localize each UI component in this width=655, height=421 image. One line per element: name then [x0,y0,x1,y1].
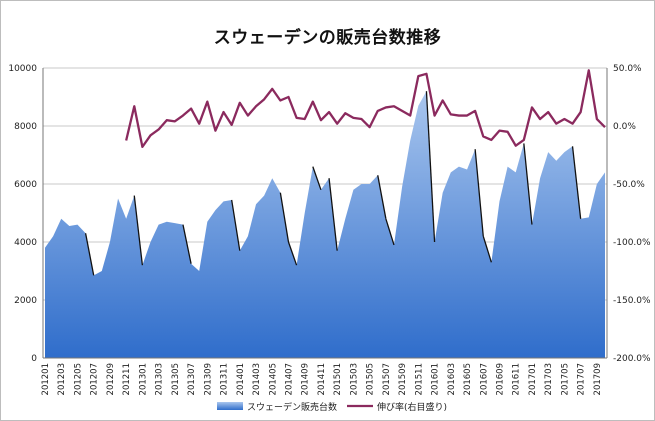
y-right-tick-label: -100.0% [613,238,651,248]
line-series-growth [125,69,606,149]
x-tick-label: 201307 [187,363,197,395]
x-tick-label: 201309 [203,363,213,395]
x-tick-label: 201405 [268,363,278,395]
x-tick-label: 201609 [495,363,505,395]
x-tick-label: 201507 [382,363,392,395]
area-drop-edge [231,199,241,251]
legend-swatch-sales [217,402,243,410]
y-left-tick-label: 10000 [8,64,37,74]
y-left-tick-label: 4000 [14,238,37,248]
area-drop-edge [287,241,298,266]
y-left-tick-label: 8000 [14,122,37,132]
y-right-tick-label: -150.0% [613,296,651,306]
area-drop-edge [474,149,484,237]
chart-title: スウェーデンの販売台数推移 [213,28,442,48]
x-tick-label: 201607 [479,363,489,395]
x-tick-label: 201203 [57,363,67,395]
area-drop-edge [385,218,395,246]
x-tick-label: 201205 [73,363,83,395]
area-drop-edge [523,143,533,225]
x-tick-label: 201211 [122,363,132,395]
x-tick-label: 201303 [155,363,165,395]
x-tick-label: 201505 [366,363,376,395]
x-tick-label: 201409 [301,363,311,395]
x-tick-label: 201605 [463,363,473,395]
area-drop-edge [133,195,144,266]
x-tick-label: 201709 [593,363,603,395]
x-tick-label: 201403 [252,363,262,395]
area-drop-edge [312,166,322,191]
area-series-sales [45,91,605,358]
x-tick-label: 201301 [138,363,148,395]
x-tick-label: 201401 [236,363,246,395]
x-tick-label: 201411 [317,363,327,395]
x-tick-label: 201407 [284,363,294,395]
x-tick-label: 201601 [431,363,441,395]
area-drop-edge [425,91,436,243]
y-left-tick-label: 2000 [14,296,37,306]
area-drop-edge [182,224,192,264]
x-tick-label: 201707 [577,363,587,395]
y-left-tick-label: 0 [31,354,37,364]
x-tick-label: 201501 [333,363,343,395]
y-right-tick-label: 0.0% [613,122,636,132]
x-tick-label: 201305 [171,363,181,395]
y-right-tick-label: -50.0% [613,180,645,190]
area-drop-edge [328,178,338,251]
y-right-tick-label: -200.0% [613,354,651,364]
area-drop-edge [571,146,582,219]
legend-label-growth: 伸び率(右目盛り) [377,401,447,413]
area-drop-edge [377,175,387,219]
x-tick-label: 201511 [414,363,424,395]
x-tick-label: 201703 [544,363,554,395]
y-right-tick-label: 50.0% [613,64,642,74]
x-tick-label: 201509 [398,363,408,395]
area-drop-edge [482,236,492,263]
x-tick-label: 201207 [90,363,100,395]
x-tick-label: 201201 [41,363,51,395]
y-left-tick-label: 6000 [14,180,37,190]
area-drop-edge [84,233,95,276]
legend-label-sales: スウェーデン販売台数 [247,401,337,413]
x-tick-label: 201603 [447,363,457,395]
area-drop-edge [279,192,290,243]
x-tick-label: 201701 [528,363,538,395]
x-tick-label: 201311 [220,363,230,395]
x-tick-label: 201209 [106,363,116,395]
x-tick-label: 201503 [349,363,359,395]
x-tick-label: 201611 [512,363,522,395]
x-tick-label: 201705 [560,363,570,395]
